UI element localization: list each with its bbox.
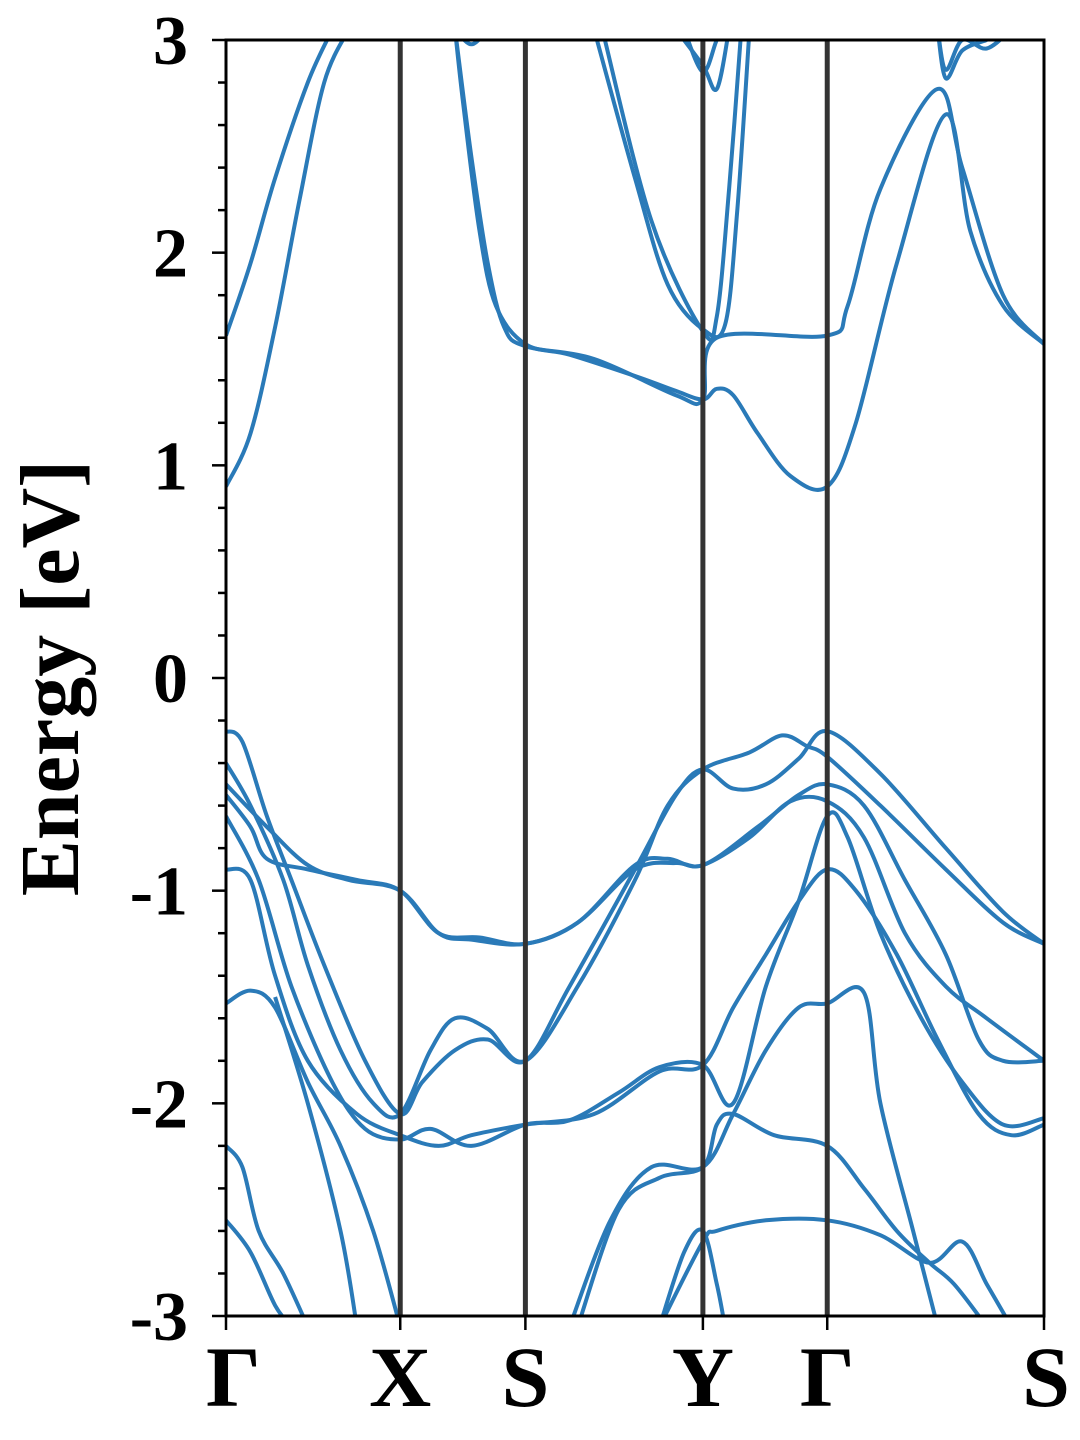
y-tick-label: 1 — [153, 428, 188, 505]
band-line-9 — [937, 40, 1003, 72]
band-line-8 — [685, 40, 720, 74]
band-line-21 — [273, 996, 358, 1316]
band-line-5 — [594, 40, 751, 340]
band-line-15 — [226, 781, 1044, 1065]
band-line-1 — [226, 40, 330, 337]
band-line-13 — [226, 733, 1044, 1120]
band-line-3 — [454, 40, 1044, 492]
band-line-6 — [602, 40, 743, 342]
y-tick-label: 3 — [153, 3, 188, 80]
kpoint-label: S — [501, 1329, 549, 1425]
band-line-20 — [226, 1219, 285, 1316]
y-tick-label: 2 — [153, 216, 188, 293]
band-line-11 — [461, 40, 482, 47]
y-tick-label: -1 — [130, 854, 188, 931]
band-line-17 — [226, 866, 1044, 1148]
band-line-25 — [662, 1216, 1008, 1316]
kpoint-label: Γ — [206, 1329, 261, 1425]
band-line-12 — [226, 729, 1044, 1117]
y-axis-ticks: 3 2 1 0 -1 -2 -3 — [130, 3, 226, 1356]
band-lines — [226, 40, 1044, 1316]
y-tick-label: -2 — [130, 1066, 188, 1143]
band-line-4 — [454, 40, 1044, 407]
band-line-24 — [660, 1227, 726, 1316]
y-axis-label: Energy [eV] — [4, 460, 97, 896]
y-tick-label: 0 — [153, 641, 188, 718]
band-line-19 — [226, 1144, 306, 1316]
kpoint-label: Y — [672, 1329, 734, 1425]
band-line-2 — [226, 40, 346, 488]
kpoint-label: X — [369, 1329, 431, 1425]
kpoint-dividers — [397, 40, 830, 1316]
band-line-10 — [936, 40, 988, 81]
plot-frame — [224, 38, 1046, 1318]
kpoint-label: Γ — [800, 1329, 855, 1425]
band-line-16 — [226, 810, 1044, 1148]
band-line-22 — [571, 985, 938, 1316]
kpoint-label: S — [1022, 1329, 1070, 1425]
y-tick-label: -3 — [130, 1279, 188, 1356]
band-line-18 — [226, 988, 400, 1316]
